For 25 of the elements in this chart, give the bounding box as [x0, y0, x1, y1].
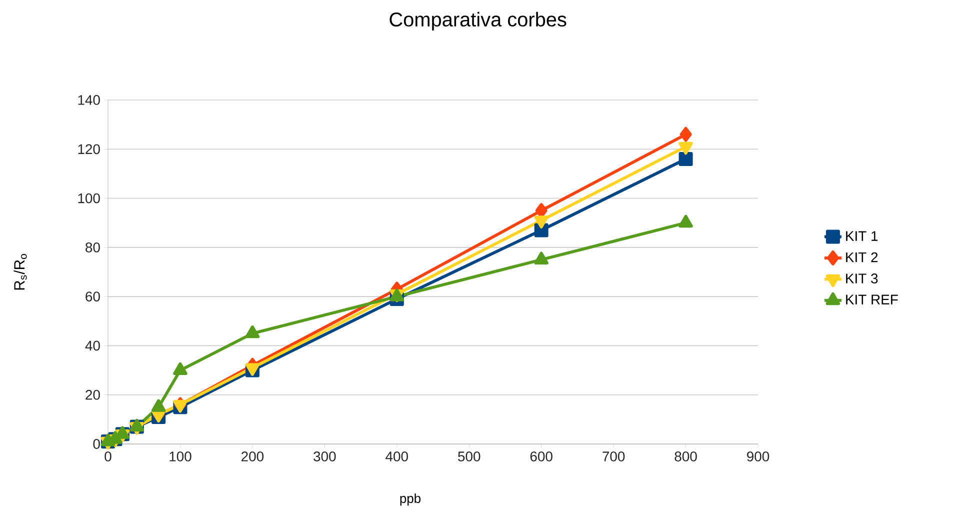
- y-tick-label: 140: [78, 95, 100, 105]
- y-tick-label: 0: [93, 439, 100, 449]
- x-axis-title: ppb: [400, 494, 421, 506]
- y-tick-label: 20: [86, 390, 100, 400]
- y-tick-label: 40: [85, 340, 100, 351]
- y-tick-label: 60: [86, 292, 100, 302]
- chart-title: Comparativa corbes: [390, 12, 566, 31]
- x-tick-label: 700: [602, 452, 625, 462]
- x-tick-label: 0: [104, 452, 112, 462]
- y-tick-label: 100: [78, 193, 100, 204]
- y-axis-title: R$_{s}$/R$_{o}$: [14, 254, 27, 290]
- x-tick-label: 400: [386, 452, 408, 462]
- x-tick-label: 100: [170, 452, 192, 462]
- legend-label: KIT 1: [846, 231, 878, 241]
- y-tick-label: 80: [86, 242, 100, 252]
- legend-label: KIT 3: [846, 274, 878, 284]
- x-tick-label: 600: [530, 452, 552, 462]
- y-tick-label: 120: [78, 144, 100, 154]
- x-tick-label: 900: [747, 452, 770, 462]
- x-tick-label: 200: [242, 452, 264, 462]
- x-tick-label: 800: [674, 452, 697, 462]
- legend-label: KIT 2: [846, 252, 878, 262]
- x-tick-label: 300: [314, 452, 336, 462]
- x-tick-label: 500: [458, 452, 480, 462]
- legend-label: KIT REF: [846, 294, 898, 304]
